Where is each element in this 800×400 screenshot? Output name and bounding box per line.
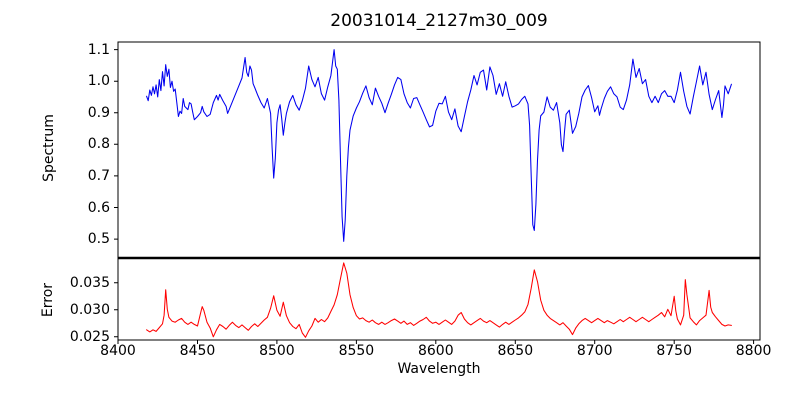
x-tick-label: 8600 xyxy=(417,343,454,359)
x-tick-label: 8500 xyxy=(259,343,295,359)
x-tick-label: 8450 xyxy=(179,343,216,359)
spectrum-ytick-label: 1.1 xyxy=(87,41,110,58)
x-tick-label: 8650 xyxy=(497,343,534,359)
spectrum-y-ticks xyxy=(114,49,118,240)
spectrum-ytick-label: 0.6 xyxy=(87,199,110,216)
x-ticks xyxy=(117,340,755,344)
error-ytick-label: 0.030 xyxy=(69,301,110,318)
x-tick-label: 8750 xyxy=(656,343,692,359)
error-y-ticks xyxy=(114,282,118,338)
error-line xyxy=(146,262,732,338)
error-axes xyxy=(117,257,761,341)
spectrum-line xyxy=(146,49,732,242)
x-tick-label: 8800 xyxy=(735,343,772,359)
x-tick-label: 8550 xyxy=(338,343,375,359)
spectrum-ytick-label: 0.8 xyxy=(87,136,110,153)
x-tick-label: 8400 xyxy=(100,343,136,359)
spectrum-ytick-label: 1.0 xyxy=(87,73,110,90)
chart-title: 20031014_2127m30_009 xyxy=(330,11,548,31)
spectrum-axes xyxy=(117,41,761,259)
x-axis-label: Wavelength xyxy=(397,361,481,377)
spectrum-ytick-label: 0.7 xyxy=(87,167,110,184)
error-ytick-label: 0.035 xyxy=(69,274,110,291)
error-ytick-label: 0.025 xyxy=(69,328,110,345)
spectrum-ytick-label: 0.5 xyxy=(87,231,110,248)
spectrum-ytick-label: 0.9 xyxy=(87,104,110,121)
x-tick-label: 8700 xyxy=(576,343,613,359)
